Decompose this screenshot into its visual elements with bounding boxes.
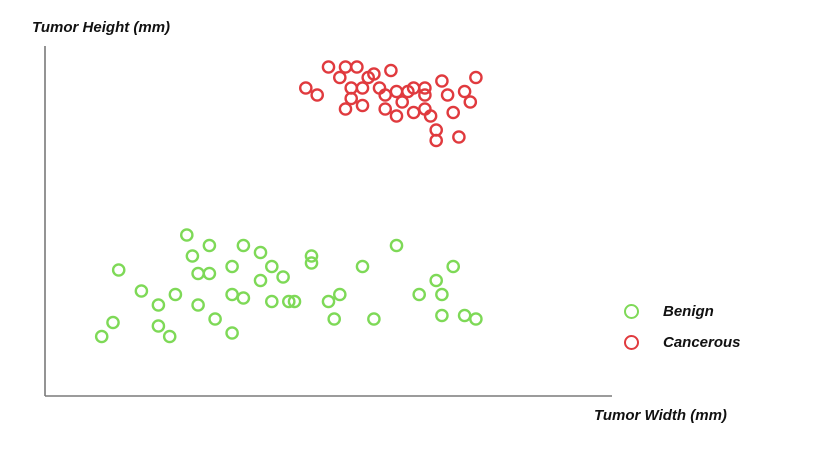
point-cancerous [378,102,393,116]
legend-item-benign: Benign [624,301,714,321]
point-cancerous [389,109,404,123]
point-benign [236,238,251,253]
point-benign [151,319,166,333]
point-benign [304,249,319,263]
point-benign [202,266,217,281]
point-cancerous [395,95,410,109]
series-cancerous [298,60,483,148]
point-benign [429,273,444,288]
point-cancerous [418,88,432,102]
point-benign [389,238,404,253]
point-benign [435,308,449,323]
point-cancerous [367,67,381,81]
legend-item-cancerous: Cancerous [624,332,741,352]
point-benign [151,298,166,312]
series-benign [94,228,483,344]
point-cancerous [338,102,353,116]
point-benign [185,249,200,263]
point-benign [208,312,222,326]
point-cancerous [384,63,398,78]
points-layer [94,60,483,344]
point-benign [111,263,126,277]
point-benign [253,273,268,288]
point-benign [435,287,449,302]
point-cancerous [355,98,370,113]
point-benign [225,287,239,302]
point-benign [225,259,239,274]
point-cancerous [298,81,313,95]
point-benign [202,238,217,253]
point-benign [253,245,268,260]
point-benign [304,256,319,270]
point-cancerous [429,133,444,148]
point-cancerous [440,88,455,102]
point-benign [191,266,205,281]
point-cancerous [418,81,432,95]
legend-label-cancerous: Cancerous [663,333,741,351]
point-cancerous [469,70,483,85]
point-benign [321,294,336,309]
legend-marker-cancerous [624,334,639,350]
point-benign [179,228,194,242]
x-axis-title: Tumor Width (mm) [594,407,727,424]
point-cancerous [355,81,370,95]
point-benign [106,315,120,330]
point-benign [236,291,251,305]
point-cancerous [435,74,449,88]
point-benign [469,312,483,326]
point-cancerous [344,91,359,106]
point-cancerous [452,130,466,144]
point-cancerous [463,95,478,109]
point-cancerous [338,60,353,74]
point-cancerous [446,105,461,120]
point-cancerous [350,60,364,74]
legend-marker-benign [624,303,639,319]
point-benign [264,294,279,309]
point-cancerous [457,84,472,99]
point-benign [276,270,290,284]
point-benign [168,287,183,302]
point-benign [94,329,109,344]
point-benign [225,326,239,340]
point-benign [446,259,461,274]
point-benign [134,284,149,298]
point-benign [191,298,205,312]
y-axis-title: Tumor Height (mm) [32,19,171,36]
point-benign [281,294,296,309]
point-cancerous [423,109,438,123]
point-benign [457,308,472,323]
point-benign [367,312,381,326]
point-cancerous [406,105,421,120]
point-cancerous [310,88,325,102]
legend-label-benign: Benign [663,302,714,320]
point-benign [412,287,427,302]
point-benign [264,259,279,274]
point-benign [332,287,347,302]
point-benign [355,259,370,274]
point-cancerous [332,70,347,85]
point-benign [162,329,177,344]
point-cancerous [321,60,336,74]
point-cancerous [389,84,404,99]
point-benign [327,312,342,326]
point-benign [287,294,302,309]
